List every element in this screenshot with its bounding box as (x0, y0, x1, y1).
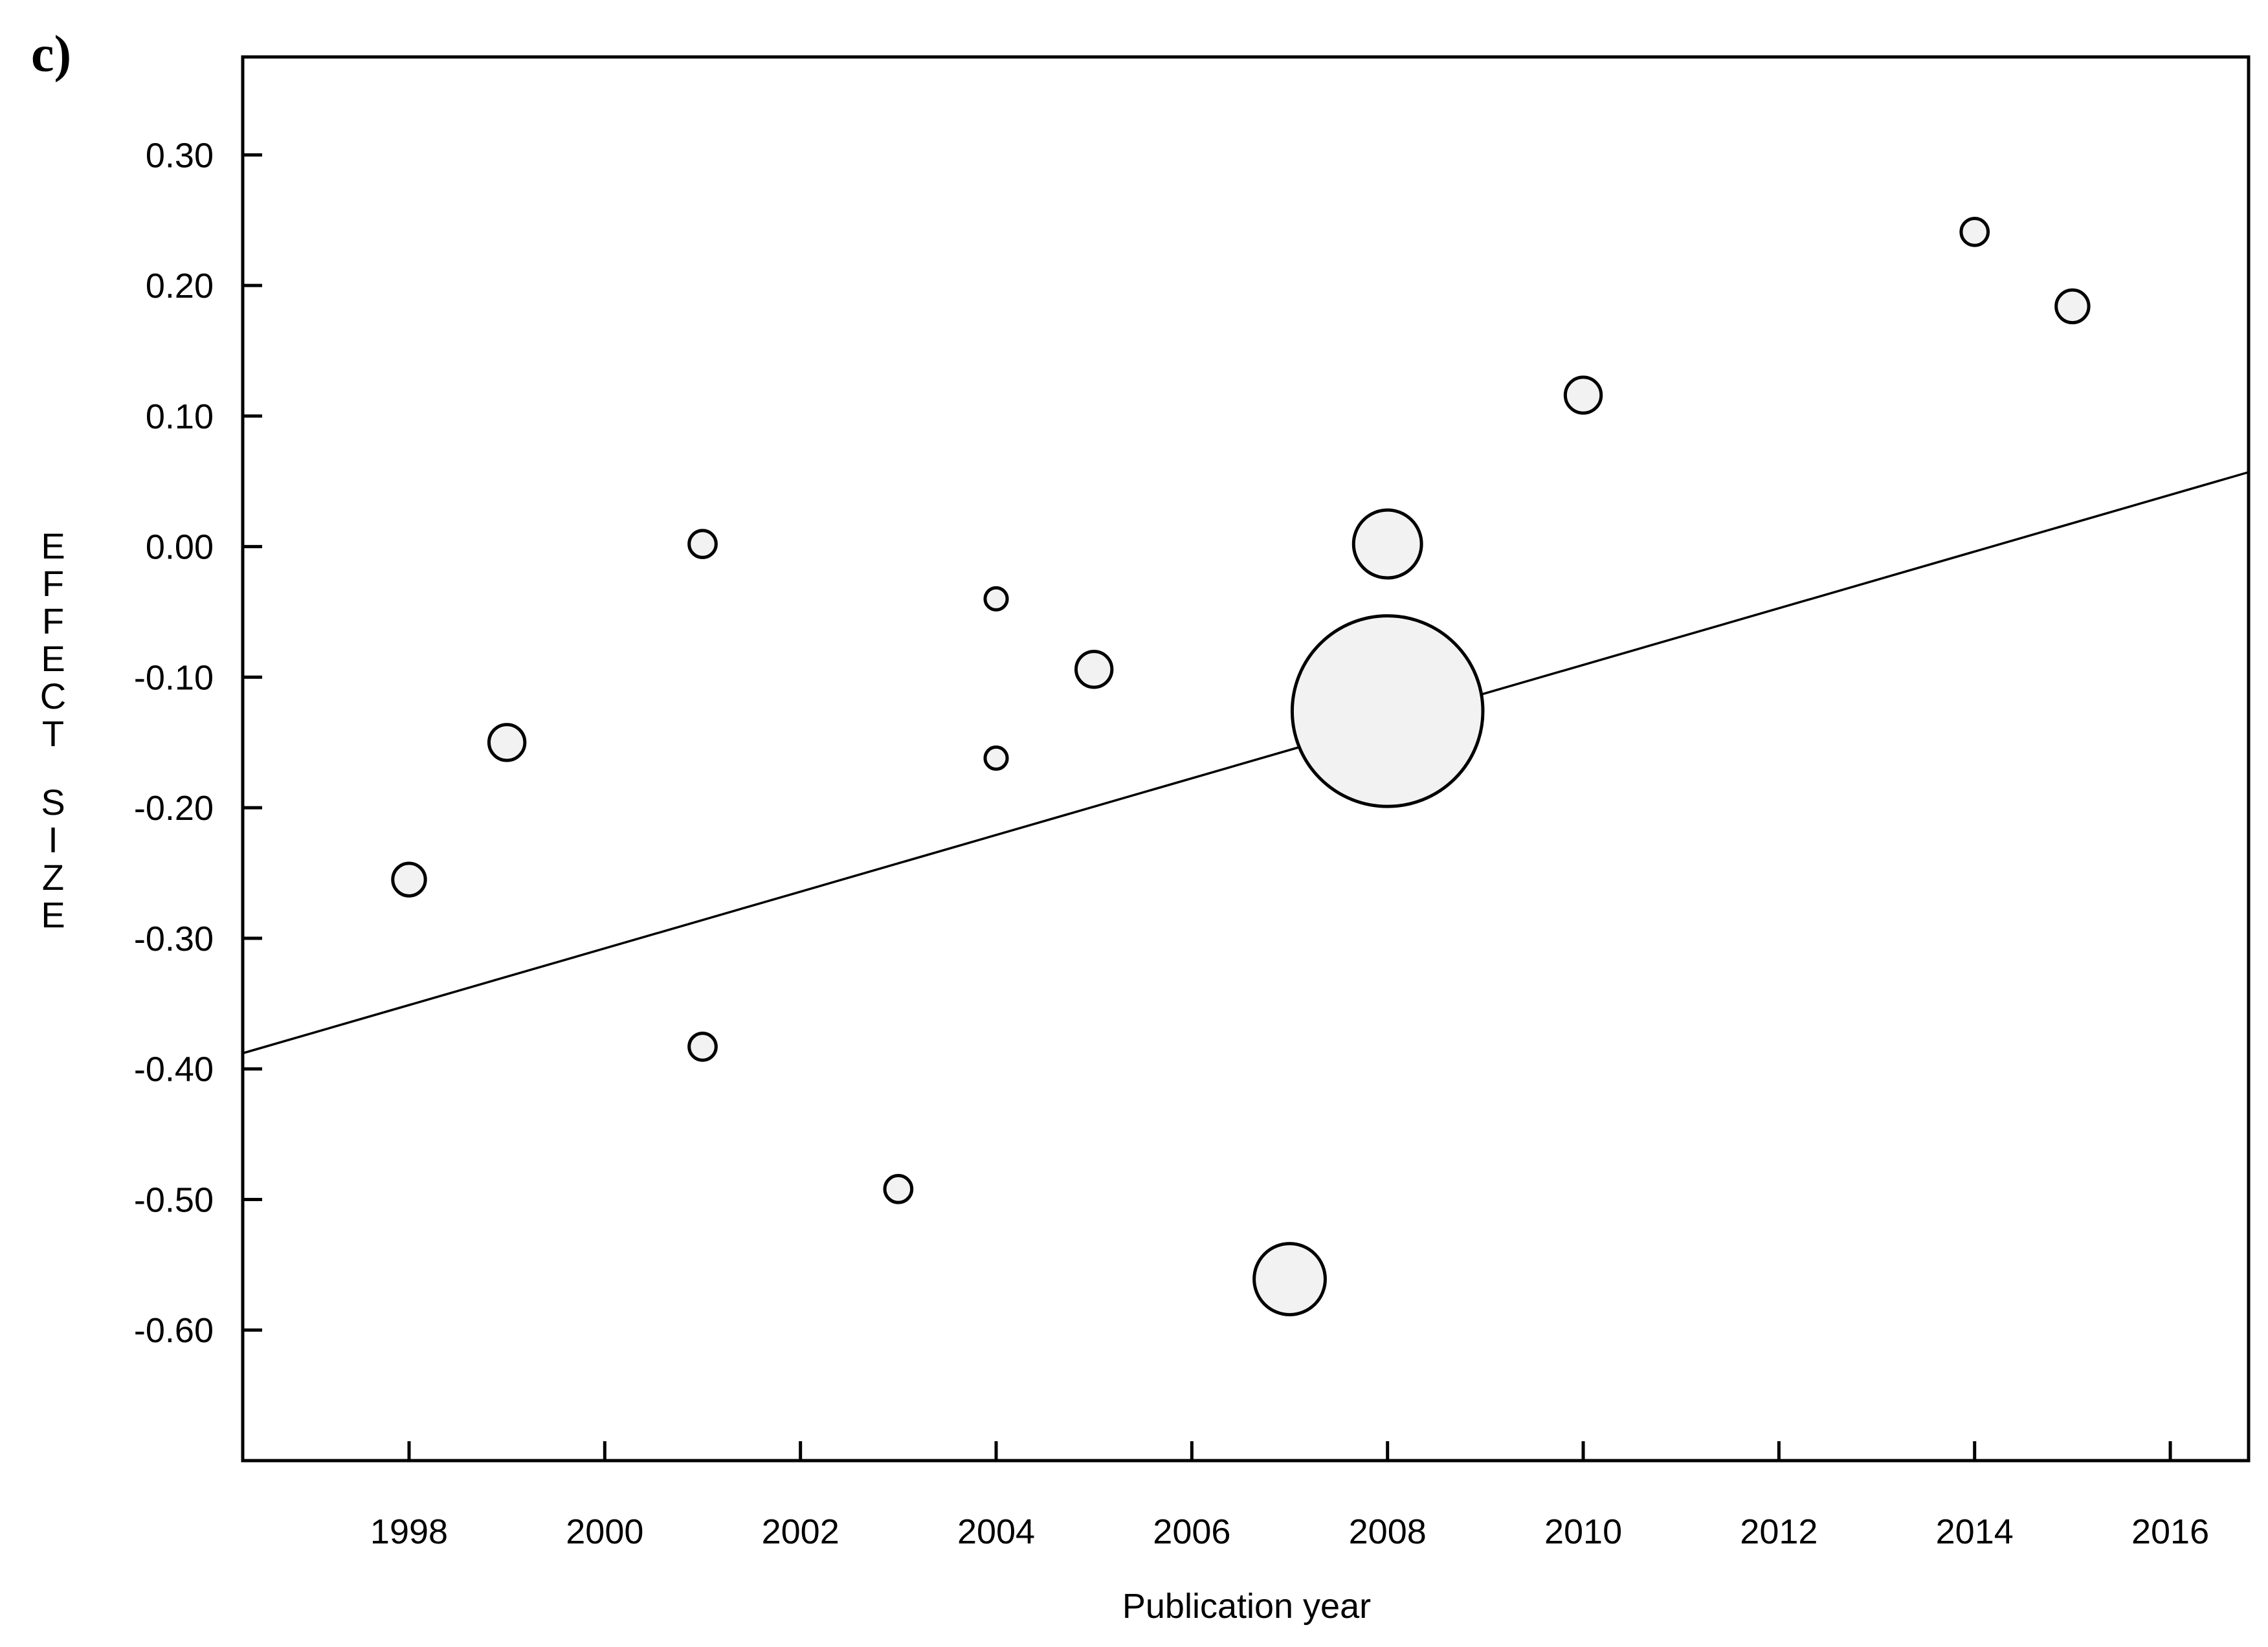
x-tick-label: 2008 (1349, 1512, 1427, 1551)
bubble-point (1563, 375, 1603, 415)
y-tick-label: -0.50 (134, 1180, 214, 1219)
y-axis-title-letter: E (41, 894, 65, 935)
regression-line (242, 470, 2249, 1055)
y-axis-title-letter: E (41, 638, 65, 679)
x-tick-label: 2004 (957, 1512, 1035, 1551)
bubble-point (983, 745, 1009, 771)
bubble-point (1351, 508, 1423, 580)
bubble-point (983, 586, 1009, 612)
bubble-point (2054, 288, 2091, 325)
y-tick-label: 0.00 (146, 528, 214, 567)
x-tick-label: 2006 (1153, 1512, 1230, 1551)
y-tick-label: 0.20 (146, 267, 214, 305)
axis-ticks: 1998 2000 2002 2004 2006 2008 2010 2012 2014 2016… (134, 136, 2209, 1551)
plot-frame (241, 55, 2251, 1463)
y-axis-title-letter: Z (42, 857, 64, 898)
x-tick-label: 2002 (762, 1512, 839, 1551)
y-tick-label: -0.30 (134, 920, 214, 958)
x-axis-title: Publication year (1122, 1587, 1371, 1626)
x-tick-label: 2014 (1936, 1512, 2014, 1551)
x-tick-label: 2010 (1544, 1512, 1622, 1551)
panel-label: c) (31, 26, 71, 83)
y-tick-label: -0.20 (134, 789, 214, 828)
y-axis-title-letter: F (42, 601, 64, 641)
y-axis-title-letter: I (48, 819, 58, 860)
bubble-point (883, 1173, 914, 1204)
x-tick-label: 2012 (1740, 1512, 1818, 1551)
y-axis-title-letter: S (41, 782, 65, 823)
y-axis-title-letter: F (42, 563, 64, 604)
bubble-point (687, 529, 718, 559)
bubble-point (487, 723, 527, 762)
bubble-point (1290, 614, 1485, 808)
y-tick-label: -0.10 (134, 658, 214, 697)
y-tick-label: 0.10 (146, 397, 214, 436)
x-tick-label: 1998 (370, 1512, 448, 1551)
bubble-point (1252, 1242, 1327, 1316)
y-axis-title-letter: C (40, 676, 66, 716)
y-tick-label: 0.30 (146, 136, 214, 175)
x-tick-label: 2000 (566, 1512, 643, 1551)
regression-layer (242, 470, 2249, 1055)
bubble-point (1074, 650, 1114, 689)
y-tick-label: -0.60 (134, 1311, 214, 1350)
x-tick-label: 2016 (2131, 1512, 2209, 1551)
bubble-point (391, 861, 427, 898)
bubbles-layer (391, 217, 2091, 1316)
bubble-point (687, 1032, 718, 1062)
y-tick-label: -0.40 (134, 1050, 214, 1089)
y-axis-title-letter: T (42, 713, 64, 754)
bubble-point (1959, 217, 1990, 247)
y-axis-title-letter: E (41, 525, 65, 566)
